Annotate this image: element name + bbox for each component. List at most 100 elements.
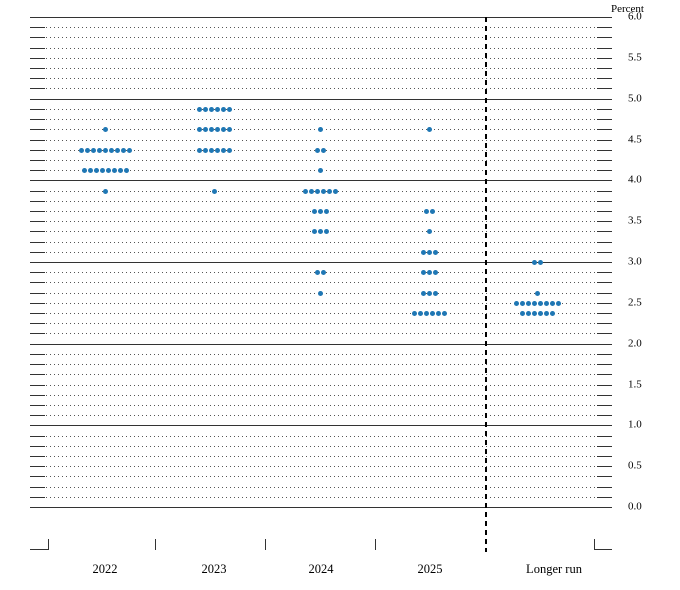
dot xyxy=(420,249,426,255)
gridline-dotted xyxy=(30,384,612,386)
dot xyxy=(220,127,226,133)
dot xyxy=(426,127,432,133)
dot xyxy=(326,188,332,194)
y-axis-label: 0.5 xyxy=(628,459,642,472)
dot xyxy=(525,311,531,317)
gridline-dotted xyxy=(30,139,612,141)
gridline-cap-left xyxy=(30,292,45,294)
gridline-cap-left xyxy=(30,272,45,274)
dot xyxy=(102,188,108,194)
gridline-cap-left xyxy=(30,57,45,59)
y-axis-label: 3.0 xyxy=(628,255,642,268)
dot xyxy=(317,290,323,296)
dot xyxy=(429,208,435,214)
gridline-cap-left xyxy=(30,27,45,29)
dot xyxy=(314,188,320,194)
dot xyxy=(537,311,543,317)
gridline-cap-left xyxy=(30,241,45,243)
gridline-cap-left xyxy=(30,404,45,406)
dot xyxy=(226,147,232,153)
dot xyxy=(196,147,202,153)
dot xyxy=(426,290,432,296)
gridline-cap-left xyxy=(30,496,45,498)
dot xyxy=(87,168,93,174)
gridline-solid xyxy=(30,17,612,18)
gridline-cap-right xyxy=(597,445,612,447)
dot xyxy=(441,311,447,317)
gridline-cap-right xyxy=(597,129,612,131)
gridline-cap-right xyxy=(597,435,612,437)
gridline-solid xyxy=(30,98,612,100)
dot xyxy=(202,147,208,153)
gridline-cap-left xyxy=(30,435,45,437)
gridline-cap-left xyxy=(30,37,45,39)
dot xyxy=(208,127,214,133)
gridline-cap-left xyxy=(30,251,45,253)
gridline-dotted xyxy=(30,27,612,29)
gridline-dotted xyxy=(30,57,612,59)
gridline-dotted xyxy=(30,302,612,304)
gridline-cap-left xyxy=(30,486,45,488)
gridline-dotted xyxy=(30,486,612,488)
dot xyxy=(81,168,87,174)
dot xyxy=(220,147,226,153)
gridline-dotted xyxy=(30,333,612,335)
gridline-dotted xyxy=(30,496,612,498)
gridline-cap-right xyxy=(597,272,612,274)
x-axis-tick xyxy=(155,539,156,550)
dot xyxy=(531,311,537,317)
gridline-cap-left xyxy=(30,68,45,70)
dot xyxy=(105,168,111,174)
y-axis-label: 3.5 xyxy=(628,214,642,227)
gridline-dotted xyxy=(30,282,612,284)
gridline-dotted xyxy=(30,88,612,90)
gridline-cap-right xyxy=(597,394,612,396)
dot xyxy=(108,147,114,153)
dot xyxy=(196,127,202,133)
y-axis-label: 1.0 xyxy=(628,418,642,431)
gridline-dotted xyxy=(30,78,612,80)
dot xyxy=(537,300,543,306)
gridline-cap-left xyxy=(30,108,45,110)
gridline-dotted xyxy=(30,435,612,437)
gridline-cap-left xyxy=(30,47,45,49)
gridline-cap-right xyxy=(597,149,612,151)
dot xyxy=(420,270,426,276)
percent-axis-title: Percent xyxy=(611,3,644,15)
y-axis-label: 1.5 xyxy=(628,378,642,390)
dot xyxy=(320,147,326,153)
dot xyxy=(531,300,537,306)
y-axis-label: 6.0 xyxy=(628,10,642,23)
gridline-cap-left xyxy=(30,364,45,366)
gridline-dotted xyxy=(30,394,612,396)
gridline-solid xyxy=(30,343,612,345)
dot xyxy=(308,188,314,194)
gridline-cap-right xyxy=(597,37,612,39)
gridline-cap-right xyxy=(597,282,612,284)
gridline-solid xyxy=(30,262,612,263)
gridline-dotted xyxy=(30,108,612,110)
gridline-dotted xyxy=(30,364,612,366)
y-axis-label: 0.0 xyxy=(628,500,642,513)
dot xyxy=(214,106,220,112)
x-axis-corner-right xyxy=(594,549,612,550)
dot xyxy=(317,168,323,174)
gridline-cap-right xyxy=(597,47,612,49)
x-axis-tick xyxy=(48,539,49,550)
dot xyxy=(429,311,435,317)
dot xyxy=(96,147,102,153)
gridline-dotted xyxy=(30,404,612,406)
gridline-cap-right xyxy=(597,313,612,315)
gridline-cap-left xyxy=(30,282,45,284)
gridline-cap-right xyxy=(597,486,612,488)
dot xyxy=(317,208,323,214)
x-axis-category-label: 2023 xyxy=(201,562,227,576)
gridline-cap-right xyxy=(597,78,612,80)
gridline-cap-right xyxy=(597,241,612,243)
gridline-cap-left xyxy=(30,129,45,131)
dot xyxy=(432,290,438,296)
gridline-dotted xyxy=(30,323,612,325)
dot xyxy=(226,106,232,112)
dot xyxy=(423,208,429,214)
gridline-cap-left xyxy=(30,78,45,80)
